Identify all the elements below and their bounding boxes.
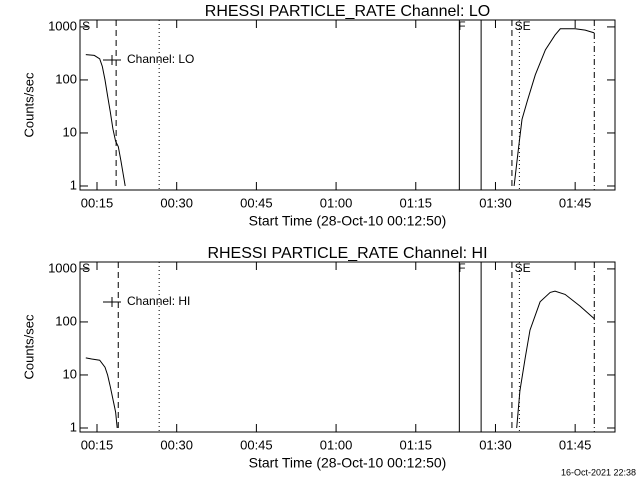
data-line: [85, 28, 595, 187]
x-tick-label: 01:30: [479, 195, 512, 210]
x-tick-label: 00:45: [240, 437, 273, 452]
y-axis-label: Counts/sec: [21, 72, 36, 138]
x-axis-label: Start Time (28-Oct-10 00:12:50): [249, 455, 447, 471]
y-tick-label: 100: [55, 71, 77, 86]
x-tick-label: 00:30: [160, 195, 193, 210]
x-tick-label: 01:45: [559, 195, 592, 210]
legend-label: Channel: LO: [127, 52, 194, 66]
data-line: [85, 290, 595, 429]
annotation: F: [458, 261, 465, 275]
plot-frame: [79, 19, 616, 191]
x-tick-label: 00:15: [81, 195, 114, 210]
annotation: F: [458, 19, 465, 33]
y-tick-label: 1: [70, 177, 77, 192]
x-axis-label: Start Time (28-Oct-10 00:12:50): [249, 213, 447, 229]
x-tick-label: 01:45: [559, 437, 592, 452]
y-tick-label: 10: [63, 124, 77, 139]
x-tick-label: 00:15: [81, 437, 114, 452]
annotation: S: [82, 19, 90, 33]
x-tick-label: 01:15: [399, 437, 432, 452]
footer: 16-Oct-2021 22:38: [561, 467, 636, 477]
legend-label: Channel: HI: [127, 294, 190, 308]
y-tick-label: 1000: [48, 260, 77, 275]
chart-title: RHESSI PARTICLE_RATE Channel: HI: [207, 245, 487, 262]
x-tick-label: 01:30: [479, 437, 512, 452]
x-tick-label: 01:00: [320, 437, 353, 452]
annotation: SE: [515, 261, 531, 275]
plot-frame: [79, 261, 616, 433]
x-tick-label: 01:15: [399, 195, 432, 210]
x-tick-label: 00:45: [240, 195, 273, 210]
x-tick-label: 01:00: [320, 195, 353, 210]
y-tick-label: 100: [55, 313, 77, 328]
annotation: SE: [515, 19, 531, 33]
chart-title: RHESSI PARTICLE_RATE Channel: LO: [205, 3, 490, 20]
y-tick-label: 1: [70, 419, 77, 434]
x-tick-label: 00:30: [160, 437, 193, 452]
y-tick-label: 10: [63, 366, 77, 381]
y-axis-label: Counts/sec: [21, 314, 36, 380]
annotation: S: [82, 261, 90, 275]
y-tick-label: 1000: [48, 18, 77, 33]
